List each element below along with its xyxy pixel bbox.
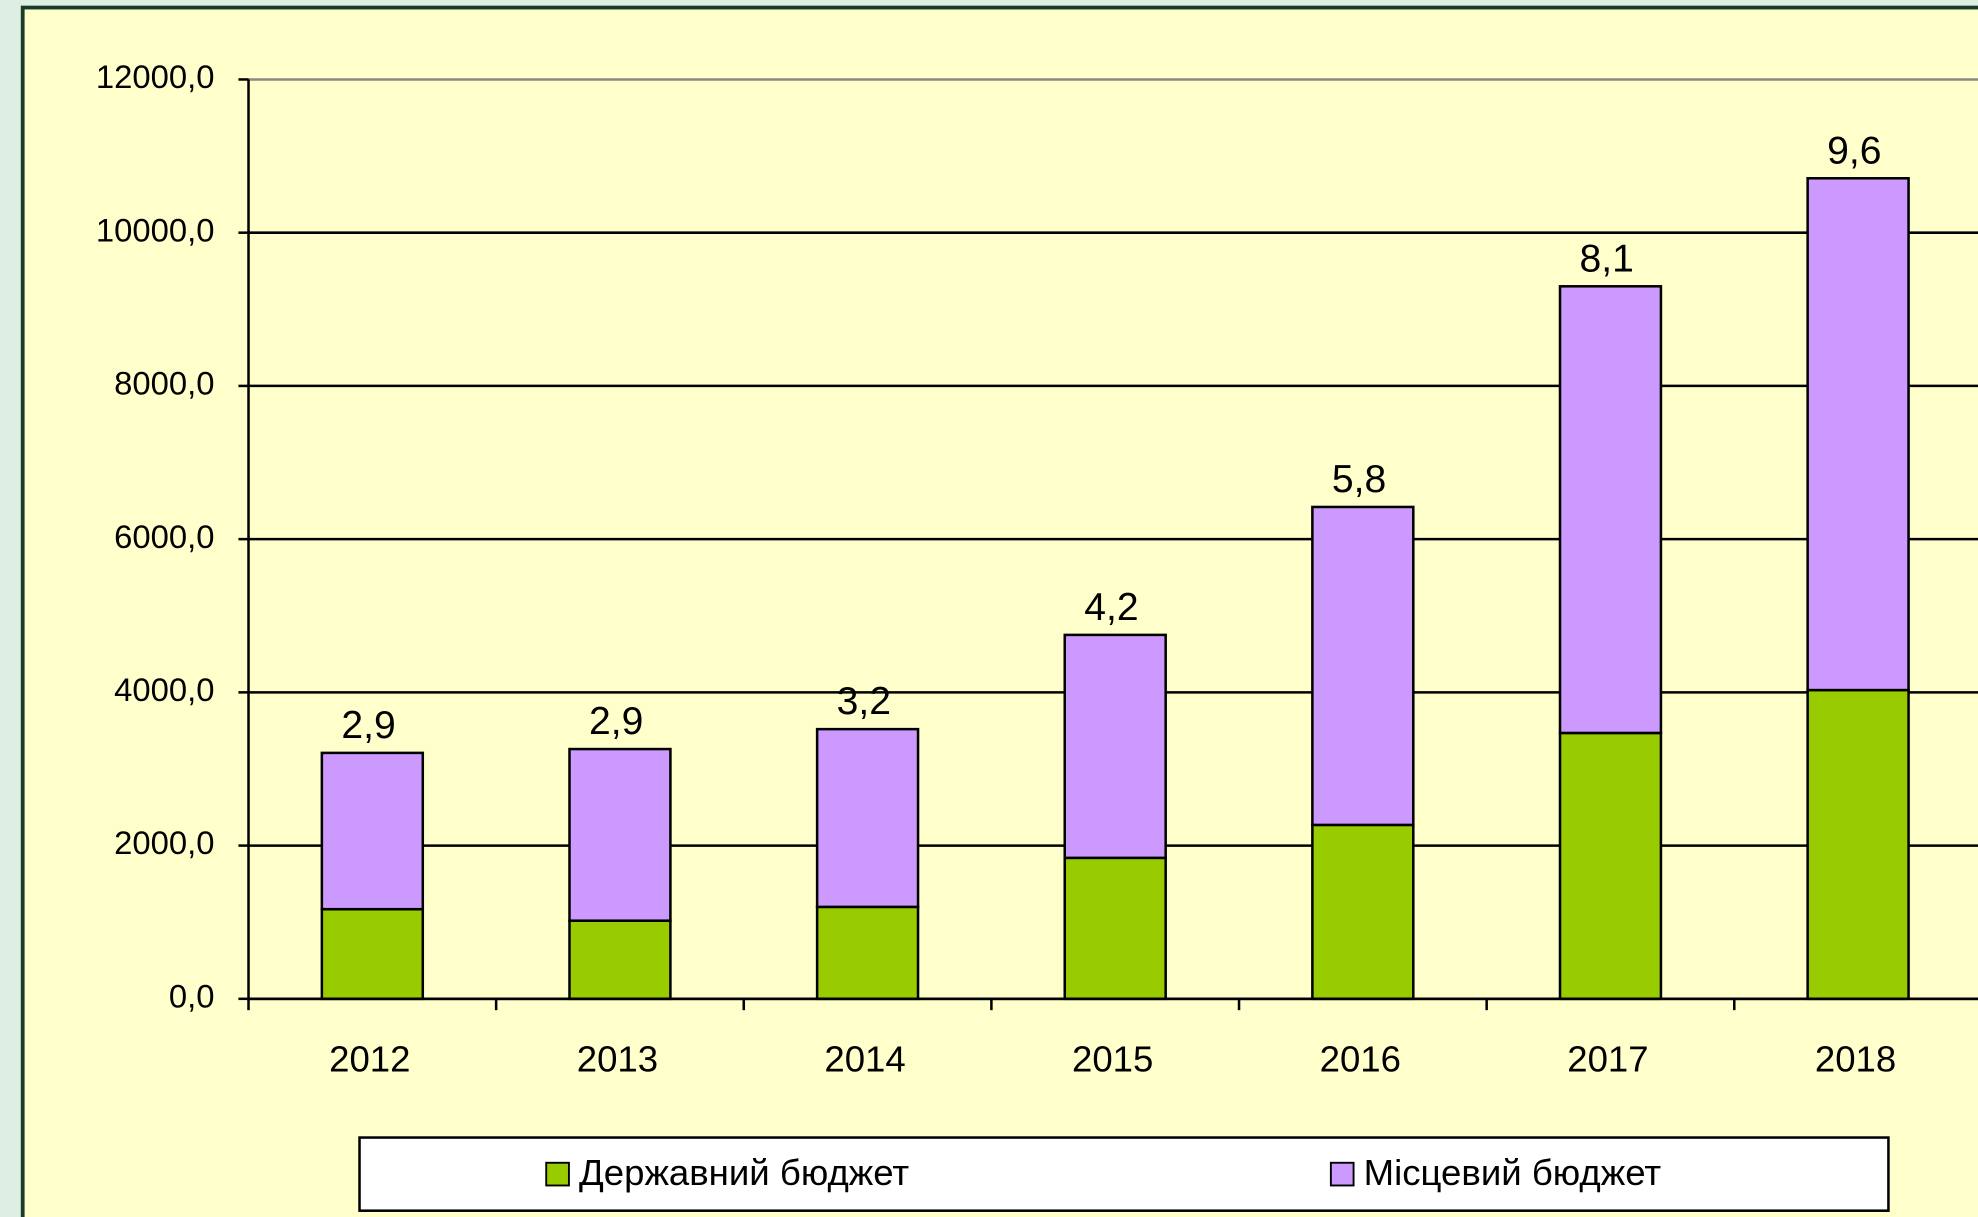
bar-segment: [1311, 505, 1415, 827]
bar-top-label: 4,2: [1084, 586, 1138, 629]
bar-segment: [1558, 285, 1663, 735]
x-tick-label: 2012: [329, 1039, 410, 1080]
bar-segment: [1806, 688, 1910, 1001]
bar-segment: [568, 747, 672, 922]
bar-top-label: 2,9: [341, 704, 395, 747]
x-tick-label: 2016: [1320, 1039, 1401, 1080]
legend: [358, 1136, 1890, 1212]
legend-label: Державний бюджет: [579, 1152, 909, 1193]
y-tick-label: 8000,0: [114, 365, 214, 402]
y-tick-label: 2000,0: [114, 824, 214, 861]
bar-top-label: 3,2: [837, 680, 891, 723]
legend-swatch: [545, 1161, 570, 1187]
legend-label: Місцевий бюджет: [1364, 1152, 1662, 1193]
bar-segment: [815, 727, 920, 909]
bar-segment: [1311, 823, 1415, 1001]
bar-segment: [1558, 731, 1663, 1001]
chart-area: [20, 5, 1978, 1217]
x-tick-label: 2013: [577, 1039, 658, 1080]
bar-top-label: 5,8: [1332, 458, 1386, 501]
bar-top-label: 8,1: [1580, 237, 1634, 280]
y-tick-label: 0,0: [169, 977, 215, 1014]
bar-segment: [1806, 177, 1910, 692]
bar-segment: [320, 751, 425, 911]
bar-segment: [1063, 856, 1167, 1001]
bar-segment: [815, 905, 920, 1001]
x-tick-label: 2018: [1815, 1039, 1896, 1080]
bar-top-label: 9,6: [1827, 129, 1881, 172]
bar-segment: [1063, 633, 1167, 860]
x-tick-label: 2017: [1567, 1039, 1648, 1080]
bar-segment: [320, 907, 425, 1001]
y-tick-label: 10000,0: [96, 211, 215, 248]
y-tick-label: 4000,0: [114, 671, 214, 708]
legend-swatch: [1329, 1161, 1355, 1187]
bar-segment: [568, 919, 672, 1001]
y-tick-label: 12000,0: [96, 58, 215, 95]
bar-top-label: 2,9: [589, 700, 643, 743]
y-tick-label: 6000,0: [114, 518, 214, 555]
x-tick-label: 2014: [824, 1039, 905, 1080]
x-tick-label: 2015: [1072, 1039, 1153, 1080]
